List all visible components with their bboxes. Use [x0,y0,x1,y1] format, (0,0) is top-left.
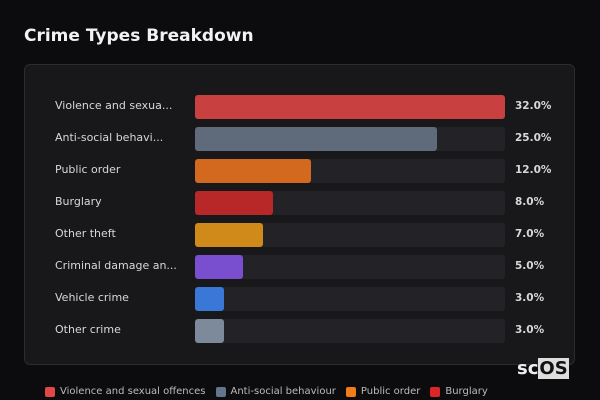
legend-item: Anti-social behaviour [215,386,336,397]
legend-label: Burglary [445,386,488,397]
value-label: 7.0% [515,228,545,240]
value-label: 25.0% [515,132,552,144]
bar-row: Vehicle crime 3.0% [25,287,574,311]
legend: Violence and sexual offences Anti-social … [45,386,488,397]
bar-track [195,191,505,215]
legend-label: Anti-social behaviour [230,386,336,397]
legend-swatch [430,386,441,397]
bar-label: Violence and sexua... [55,99,173,112]
bar-row: Other crime 3.0% [25,319,574,343]
bar [195,159,312,183]
bar-label: Burglary [55,195,102,208]
bar-track [195,287,505,311]
logo-text: sc [517,358,539,379]
bar-track [195,319,505,343]
bar-row: Anti-social behavi... 25.0% [25,127,574,151]
bar-label: Public order [55,163,121,176]
bar [195,319,225,343]
value-label: 8.0% [515,196,545,208]
logo: scOS [517,358,569,379]
value-label: 3.0% [515,292,545,304]
legend-item: Violence and sexual offences [45,386,206,397]
bar-track [195,95,505,119]
legend-item: Public order [345,386,421,397]
bar-track [195,127,505,151]
bar-track [195,255,505,279]
bar-row: Violence and sexua... 32.0% [25,95,574,119]
bar [195,95,505,119]
legend-swatch [215,386,226,397]
chart-card: Violence and sexua... 32.0% Anti-social b… [24,64,575,365]
bar-track [195,223,505,247]
value-label: 32.0% [515,100,552,112]
bar-label: Other crime [55,323,121,336]
legend-item: Burglary [430,386,488,397]
bar-row: Burglary 8.0% [25,191,574,215]
value-label: 5.0% [515,260,545,272]
bar [195,287,225,311]
bar [195,255,244,279]
bar-label: Anti-social behavi... [55,131,164,144]
bar [195,127,438,151]
bar [195,223,263,247]
chart-title: Crime Types Breakdown [24,26,254,46]
bar-label: Vehicle crime [55,291,129,304]
value-label: 12.0% [515,164,552,176]
legend-swatch [45,386,55,397]
bar-row: Criminal damage an... 5.0% [25,255,574,279]
bar-label: Other theft [55,227,116,240]
value-label: 3.0% [515,324,545,336]
logo-text-box: OS [538,358,569,379]
bar-row: Public order 12.0% [25,159,574,183]
legend-label: Public order [360,386,421,397]
bar-row: Other theft 7.0% [25,223,574,247]
bar-label: Criminal damage an... [55,259,177,272]
legend-swatch [345,386,356,397]
bar-track [195,159,505,183]
legend-label: Violence and sexual offences [60,386,206,397]
bar [195,191,273,215]
